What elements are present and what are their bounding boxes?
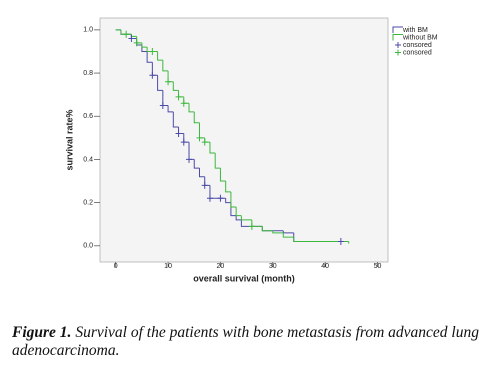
censor-mark — [248, 222, 255, 230]
survival-step — [235, 215, 242, 221]
survival-step — [157, 51, 163, 61]
survival-step — [282, 232, 294, 238]
censor-mark — [149, 47, 156, 55]
censor-mark — [175, 93, 182, 101]
chart: survival rate% overall survival (month) … — [64, 17, 438, 283]
legend-symbol — [392, 34, 403, 41]
legend-label: consored — [403, 42, 432, 49]
survival-step — [225, 181, 231, 193]
legend-symbol — [392, 26, 403, 33]
survival-step — [172, 111, 179, 128]
legend-symbol — [395, 42, 401, 48]
censor-mark — [165, 78, 172, 86]
x-tick-label: 10 — [164, 263, 172, 270]
censor-mark — [180, 138, 187, 146]
censor-mark — [337, 237, 344, 245]
survival-step — [240, 215, 252, 221]
censor-mark — [196, 134, 203, 142]
survival-step — [209, 142, 216, 154]
censor-mark — [175, 130, 182, 138]
survival-step — [146, 51, 153, 63]
caption: Figure 1. Survival of the patients with … — [12, 324, 482, 360]
legend-label: without BM — [402, 34, 438, 41]
censor-mark — [149, 71, 156, 79]
survival-step — [172, 81, 179, 91]
survival-step — [272, 230, 284, 234]
survival-step — [261, 226, 273, 232]
censor-mark — [123, 30, 130, 38]
censor-mark — [186, 155, 193, 163]
legend-label: with BM — [402, 27, 428, 34]
censor-mark — [133, 39, 140, 47]
y-axis-label: survival rate% — [64, 109, 74, 170]
x-tick-label: 0 — [114, 263, 118, 270]
x-tick-label: 40 — [321, 263, 329, 270]
survival-step — [167, 105, 174, 113]
x-tick-label: 30 — [269, 263, 277, 270]
censor-mark — [217, 194, 224, 202]
x-tick-label: 20 — [217, 263, 225, 270]
y-tick-label: 0.2 — [83, 199, 93, 206]
survival-step — [230, 191, 237, 208]
survival-step — [157, 75, 163, 91]
censor-mark — [201, 138, 208, 146]
survival-step — [225, 198, 231, 204]
censor-mark — [201, 181, 208, 189]
survival-step — [188, 103, 195, 113]
survival-step — [162, 60, 169, 72]
caption-label: Figure 1. — [12, 324, 72, 341]
y-tick-label: 0.0 — [83, 243, 93, 250]
censor-mark — [206, 194, 213, 202]
survival-step — [293, 237, 349, 242]
y-tick-label: 0.4 — [83, 156, 93, 163]
survival-step — [235, 206, 242, 217]
y-tick-label: 0.6 — [83, 113, 93, 120]
legend-symbol — [395, 49, 401, 56]
censor-mark — [159, 101, 166, 109]
legend-label: consored — [403, 49, 432, 56]
plot-area — [99, 17, 389, 263]
censor-mark — [180, 99, 187, 107]
x-tick-label: 50 — [374, 263, 382, 270]
censor-mark — [128, 35, 135, 43]
caption-text: Survival of the patients with bone metas… — [12, 324, 479, 359]
survival-step — [198, 168, 205, 178]
y-tick-label: 1.0 — [83, 27, 93, 34]
survival-step — [193, 111, 200, 124]
x-axis-label: overall survival (month) — [193, 273, 295, 283]
y-tick-label: 0.8 — [83, 70, 93, 77]
survival-step — [214, 152, 221, 169]
survival-step — [193, 159, 200, 169]
survival-step — [219, 168, 226, 182]
survival-step — [141, 42, 148, 48]
